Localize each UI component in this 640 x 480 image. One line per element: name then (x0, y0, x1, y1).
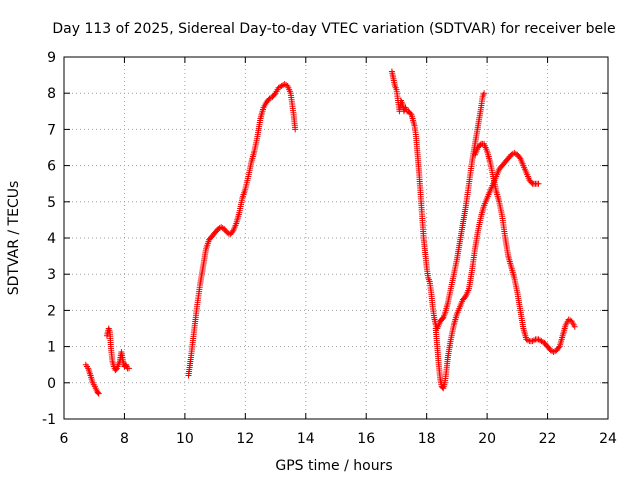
y-tick-label: 5 (47, 195, 56, 211)
data-point (528, 179, 535, 186)
data-point (292, 126, 299, 133)
data-point (407, 110, 414, 117)
data-point (530, 337, 537, 344)
series-seg4 (388, 68, 488, 332)
data-point (535, 180, 542, 187)
x-tick-label: 22 (539, 431, 557, 447)
data-point (461, 294, 468, 301)
data-point (481, 90, 488, 97)
data-point (516, 154, 523, 161)
plot-area (82, 68, 578, 397)
y-tick-label: 7 (47, 122, 56, 138)
y-axis: -1 0 1 2 3 4 5 6 7 8 9 (42, 50, 608, 428)
y-axis-label: SDTVAR / TECUs (6, 181, 22, 296)
x-tick-label: 14 (297, 431, 315, 447)
series-seg6 (472, 140, 578, 356)
x-tick-label: 18 (418, 431, 436, 447)
y-tick-label: 2 (47, 303, 56, 319)
grid (64, 57, 608, 419)
x-tick-label: 16 (357, 431, 375, 447)
data-point (95, 389, 101, 396)
y-tick-label: 8 (47, 86, 56, 102)
series-seg3 (185, 81, 299, 379)
series-seg1 (82, 361, 102, 397)
x-axis: 6 8 10 12 14 16 18 20 22 24 (60, 57, 617, 447)
y-tick-label: 3 (47, 267, 56, 283)
series-seg2 (103, 325, 132, 374)
chart-title: Day 113 of 2025, Sidereal Day-to-day VTE… (52, 21, 615, 37)
data-point (477, 142, 484, 149)
data-point (555, 344, 562, 351)
data-point (571, 323, 578, 330)
y-tick-label: 0 (47, 376, 56, 392)
x-tick-label: 10 (176, 431, 194, 447)
data-point (125, 365, 132, 372)
x-tick-label: 24 (599, 431, 617, 447)
y-tick-label: 9 (47, 50, 56, 66)
data-point (95, 390, 102, 397)
x-tick-label: 12 (236, 431, 254, 447)
y-tick-label: -1 (42, 412, 56, 428)
data-point (229, 228, 236, 235)
y-tick-label: 4 (47, 231, 56, 247)
series-seg5 (432, 149, 542, 392)
x-tick-label: 6 (60, 431, 69, 447)
x-tick-label: 20 (478, 431, 496, 447)
y-tick-label: 6 (47, 159, 56, 175)
x-axis-label: GPS time / hours (275, 458, 392, 474)
y-tick-label: 1 (47, 340, 56, 356)
data-point (271, 91, 278, 98)
x-tick-label: 8 (120, 431, 129, 447)
